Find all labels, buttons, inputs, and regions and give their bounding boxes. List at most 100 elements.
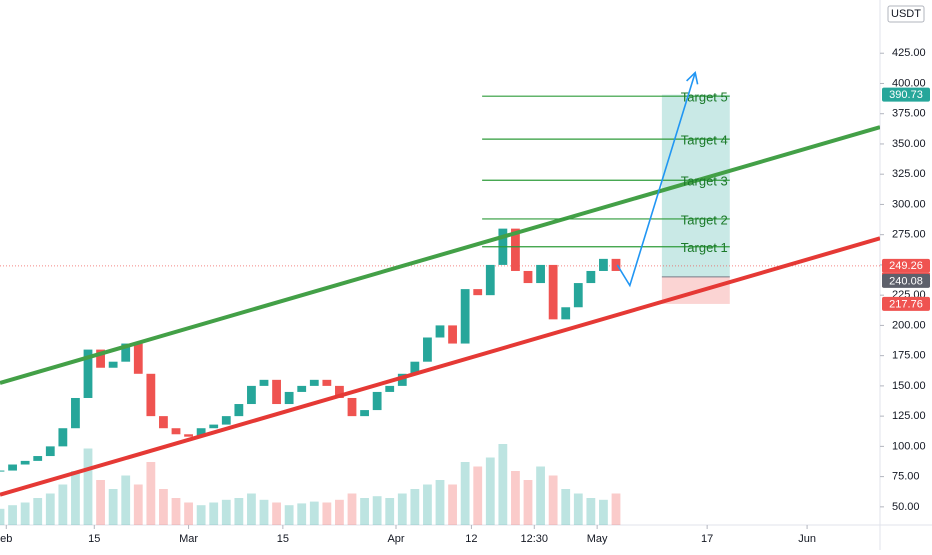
candle xyxy=(20,460,30,465)
candle xyxy=(372,391,382,411)
volume-bar xyxy=(372,496,382,525)
candle xyxy=(146,373,156,417)
projection-arrow xyxy=(616,72,696,288)
target-label: Target 1 xyxy=(681,240,728,255)
x-tick-label: Mar xyxy=(179,533,198,545)
volume-bar xyxy=(435,480,445,525)
unit: USDT xyxy=(891,8,921,20)
candle xyxy=(410,361,420,374)
candle xyxy=(159,416,168,429)
price-tag-bg xyxy=(882,258,930,273)
volume-bar xyxy=(473,466,483,525)
candle xyxy=(96,349,105,368)
candle xyxy=(523,270,533,284)
volume-bar xyxy=(33,498,43,525)
candle xyxy=(83,349,93,398)
candle xyxy=(184,434,193,437)
candle xyxy=(347,397,357,417)
candle xyxy=(561,307,571,320)
volume-bar xyxy=(96,480,105,525)
candle xyxy=(460,289,470,344)
candle xyxy=(221,416,231,425)
volume-bar xyxy=(259,499,269,525)
volume-bar xyxy=(485,457,495,525)
volume-bar xyxy=(159,489,168,525)
volume-bar xyxy=(8,505,17,525)
target-label: Target 4 xyxy=(681,133,728,148)
y-tick-label: 400.00 xyxy=(892,77,926,89)
volume-bar xyxy=(196,505,206,525)
volume-bar xyxy=(448,484,457,525)
volume-bar xyxy=(45,493,55,525)
x-tick-label: 15 xyxy=(88,533,100,545)
candle xyxy=(435,325,445,338)
volume-bar xyxy=(0,508,5,525)
volume-bar xyxy=(335,499,344,525)
volume-bar xyxy=(397,493,407,525)
volume-bar xyxy=(498,444,508,525)
volume-bar xyxy=(71,471,80,525)
candle xyxy=(536,264,545,284)
volume-bar xyxy=(385,498,395,525)
volume-bar xyxy=(423,484,432,525)
volume-bar xyxy=(284,505,294,525)
candle xyxy=(108,361,118,368)
unit-box xyxy=(887,5,925,23)
y-tick-label: 200.00 xyxy=(892,319,926,331)
trendline xyxy=(0,236,880,497)
candle xyxy=(45,446,55,457)
x-tick-label: 12 xyxy=(465,533,477,545)
y-tick-label: 425.00 xyxy=(892,47,926,59)
y-tick-label: 75.00 xyxy=(892,471,920,483)
volume-bar xyxy=(460,462,470,525)
x-tick-label: May xyxy=(587,533,608,545)
volume-bar xyxy=(548,475,558,525)
volume-bar xyxy=(234,498,244,525)
candle xyxy=(360,410,369,417)
candle xyxy=(309,379,319,386)
y-tick-label: 150.00 xyxy=(892,380,926,392)
candle xyxy=(259,379,269,386)
volume-bar xyxy=(511,471,520,525)
volume-bar xyxy=(247,493,256,525)
target-label: Target 5 xyxy=(681,90,728,105)
candle xyxy=(171,428,181,435)
candle xyxy=(234,404,244,417)
volume-bar xyxy=(108,489,118,525)
candle xyxy=(385,385,395,392)
volume-bar xyxy=(184,502,193,525)
volume-bar xyxy=(561,489,571,525)
y-tick-label: 375.00 xyxy=(892,108,926,120)
plot-area: Target 5 Target 4 Target 3 Target 2 Target 1 xyxy=(0,70,880,525)
y-tick-label: 50.00 xyxy=(892,501,920,513)
arrow-head xyxy=(686,70,699,85)
price-tag: 240.08 xyxy=(889,275,923,287)
volume-bar xyxy=(146,462,156,525)
candle xyxy=(423,337,432,362)
volume-bar xyxy=(121,475,131,525)
volume-bar xyxy=(309,501,319,525)
price-tag-bg xyxy=(882,296,930,311)
volume-bar xyxy=(410,489,420,525)
candle xyxy=(322,379,332,386)
candle xyxy=(0,470,5,472)
volume-bar xyxy=(272,502,281,525)
volume-bar xyxy=(171,498,181,525)
price-tag-bg xyxy=(882,87,930,102)
candle xyxy=(196,428,206,437)
candle xyxy=(511,228,520,271)
candle xyxy=(397,373,407,386)
price-tag: 217.76 xyxy=(889,298,923,310)
y-tick-label: 275.00 xyxy=(892,229,926,241)
x-tick-label: eb xyxy=(0,533,12,545)
candle xyxy=(548,264,558,320)
volume-bar xyxy=(133,484,143,525)
price-tag: 390.73 xyxy=(889,89,923,101)
volume-bar xyxy=(611,493,621,525)
y-tick-label: 175.00 xyxy=(892,350,926,362)
candle xyxy=(335,385,344,398)
volume-bar xyxy=(297,503,307,525)
x-tick-label: 17 xyxy=(701,533,713,545)
candle xyxy=(611,258,621,271)
